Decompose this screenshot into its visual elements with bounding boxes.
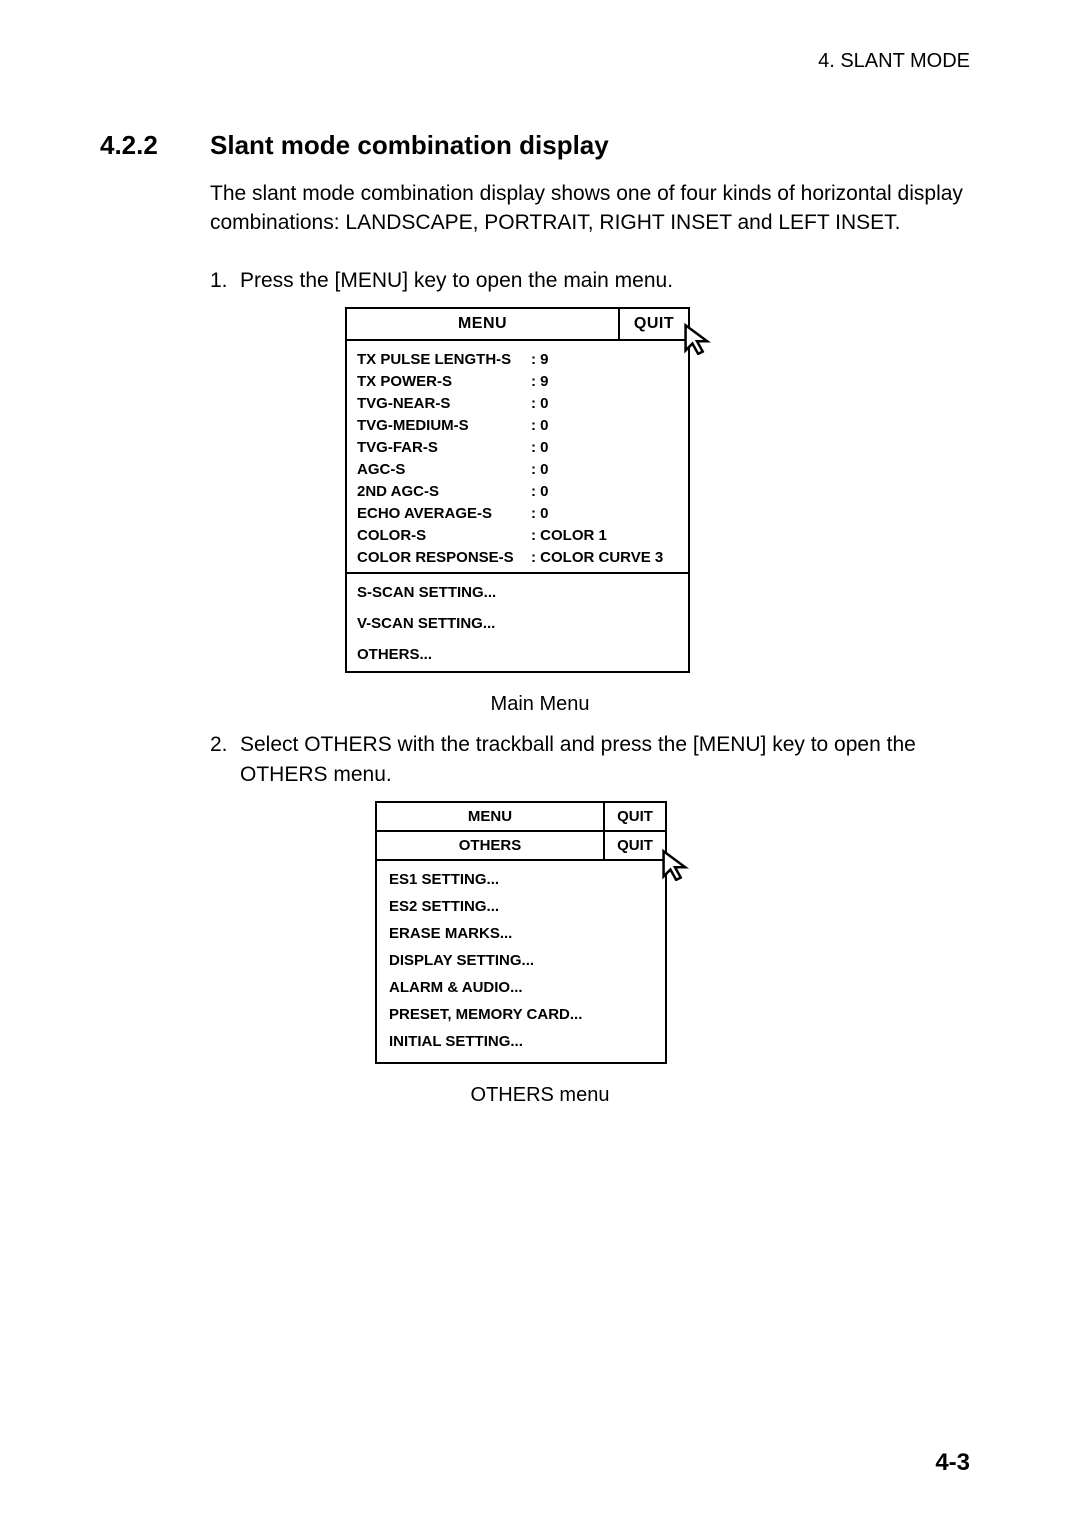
menu-divider	[347, 572, 688, 574]
cursor-icon	[661, 849, 689, 881]
main-menu-quit[interactable]: QUIT	[620, 309, 688, 339]
menu-row-label: COLOR RESPONSE-S	[357, 549, 531, 566]
main-menu-figure: MENU QUIT TX PULSE LENGTH-S: 9 TX POWER-…	[345, 307, 735, 673]
menu-row[interactable]: ECHO AVERAGE-S: 0	[357, 505, 678, 522]
menu-row-label: TVG-MEDIUM-S	[357, 417, 531, 434]
main-menu-title: MENU	[347, 309, 620, 339]
others-menu-box: MENU QUIT OTHERS QUIT ES1 SETTING... ES2…	[375, 801, 667, 1064]
others-item[interactable]: PRESET, MEMORY CARD...	[389, 1006, 653, 1023]
menu-row[interactable]: COLOR RESPONSE-S: COLOR CURVE 3	[357, 549, 678, 566]
menu-row-label: TX PULSE LENGTH-S	[357, 351, 531, 368]
step-1-number: 1.	[210, 266, 240, 295]
step-1: 1. Press the [MENU] key to open the main…	[210, 266, 980, 295]
menu-row-value: : COLOR 1	[531, 527, 678, 544]
others-menu-quit-2[interactable]: QUIT	[605, 832, 665, 859]
menu-row-label: 2ND AGC-S	[357, 483, 531, 500]
step-2-text: Select OTHERS with the trackball and pre…	[240, 730, 980, 789]
others-menu-title-1: MENU	[377, 803, 605, 830]
menu-row[interactable]: COLOR-S: COLOR 1	[357, 527, 678, 544]
section-number: 4.2.2	[100, 130, 210, 161]
menu-row[interactable]: TVG-NEAR-S: 0	[357, 395, 678, 412]
section-intro: The slant mode combination display shows…	[210, 179, 980, 238]
menu-row-label: TVG-NEAR-S	[357, 395, 531, 412]
menu-row-value: : 9	[531, 373, 678, 390]
others-item[interactable]: DISPLAY SETTING...	[389, 952, 653, 969]
others-item[interactable]: ALARM & AUDIO...	[389, 979, 653, 996]
others-item[interactable]: ES1 SETTING...	[389, 871, 653, 888]
menu-row[interactable]: AGC-S: 0	[357, 461, 678, 478]
others-item[interactable]: ES2 SETTING...	[389, 898, 653, 915]
menu-row-value: : 0	[531, 439, 678, 456]
main-menu-header: MENU QUIT	[347, 309, 688, 341]
menu-sscan[interactable]: S-SCAN SETTING...	[357, 584, 678, 601]
menu-row-value: : 0	[531, 505, 678, 522]
menu-row-value: : 9	[531, 351, 678, 368]
menu-row-value: : 0	[531, 395, 678, 412]
menu-row[interactable]: TVG-FAR-S: 0	[357, 439, 678, 456]
others-item[interactable]: ERASE MARKS...	[389, 925, 653, 942]
others-menu-figure: MENU QUIT OTHERS QUIT ES1 SETTING... ES2…	[375, 801, 705, 1064]
others-menu-title-2: OTHERS	[377, 832, 605, 859]
section-title: Slant mode combination display	[210, 130, 609, 161]
step-2-number: 2.	[210, 730, 240, 789]
page-number: 4-3	[935, 1449, 970, 1477]
menu-row-value: : 0	[531, 417, 678, 434]
others-menu-header-1: MENU QUIT	[377, 803, 665, 832]
menu-row[interactable]: TVG-MEDIUM-S: 0	[357, 417, 678, 434]
main-menu-box: MENU QUIT TX PULSE LENGTH-S: 9 TX POWER-…	[345, 307, 690, 673]
menu-row-label: TVG-FAR-S	[357, 439, 531, 456]
others-menu-caption: OTHERS menu	[100, 1084, 980, 1107]
menu-vscan[interactable]: V-SCAN SETTING...	[357, 615, 678, 632]
menu-row[interactable]: TX POWER-S: 9	[357, 373, 678, 390]
step-2: 2. Select OTHERS with the trackball and …	[210, 730, 980, 789]
menu-row-value: : 0	[531, 461, 678, 478]
main-menu-body: TX PULSE LENGTH-S: 9 TX POWER-S: 9 TVG-N…	[347, 341, 688, 671]
menu-row[interactable]: TX PULSE LENGTH-S: 9	[357, 351, 678, 368]
others-item[interactable]: INITIAL SETTING...	[389, 1033, 653, 1050]
menu-row-label: COLOR-S	[357, 527, 531, 544]
menu-row-label: AGC-S	[357, 461, 531, 478]
main-menu-caption: Main Menu	[100, 693, 980, 716]
step-1-text: Press the [MENU] key to open the main me…	[240, 266, 980, 295]
cursor-icon	[683, 323, 711, 355]
section-heading-row: 4.2.2 Slant mode combination display	[100, 130, 980, 161]
menu-row-label: ECHO AVERAGE-S	[357, 505, 531, 522]
menu-row[interactable]: 2ND AGC-S: 0	[357, 483, 678, 500]
menu-row-label: TX POWER-S	[357, 373, 531, 390]
others-menu-quit-1[interactable]: QUIT	[605, 803, 665, 830]
others-menu-header-2: OTHERS QUIT	[377, 832, 665, 861]
others-menu-body: ES1 SETTING... ES2 SETTING... ERASE MARK…	[377, 861, 665, 1062]
menu-others[interactable]: OTHERS...	[357, 646, 678, 663]
chapter-label: 4. SLANT MODE	[818, 50, 970, 73]
menu-row-value: : 0	[531, 483, 678, 500]
menu-row-value: : COLOR CURVE 3	[531, 549, 678, 566]
